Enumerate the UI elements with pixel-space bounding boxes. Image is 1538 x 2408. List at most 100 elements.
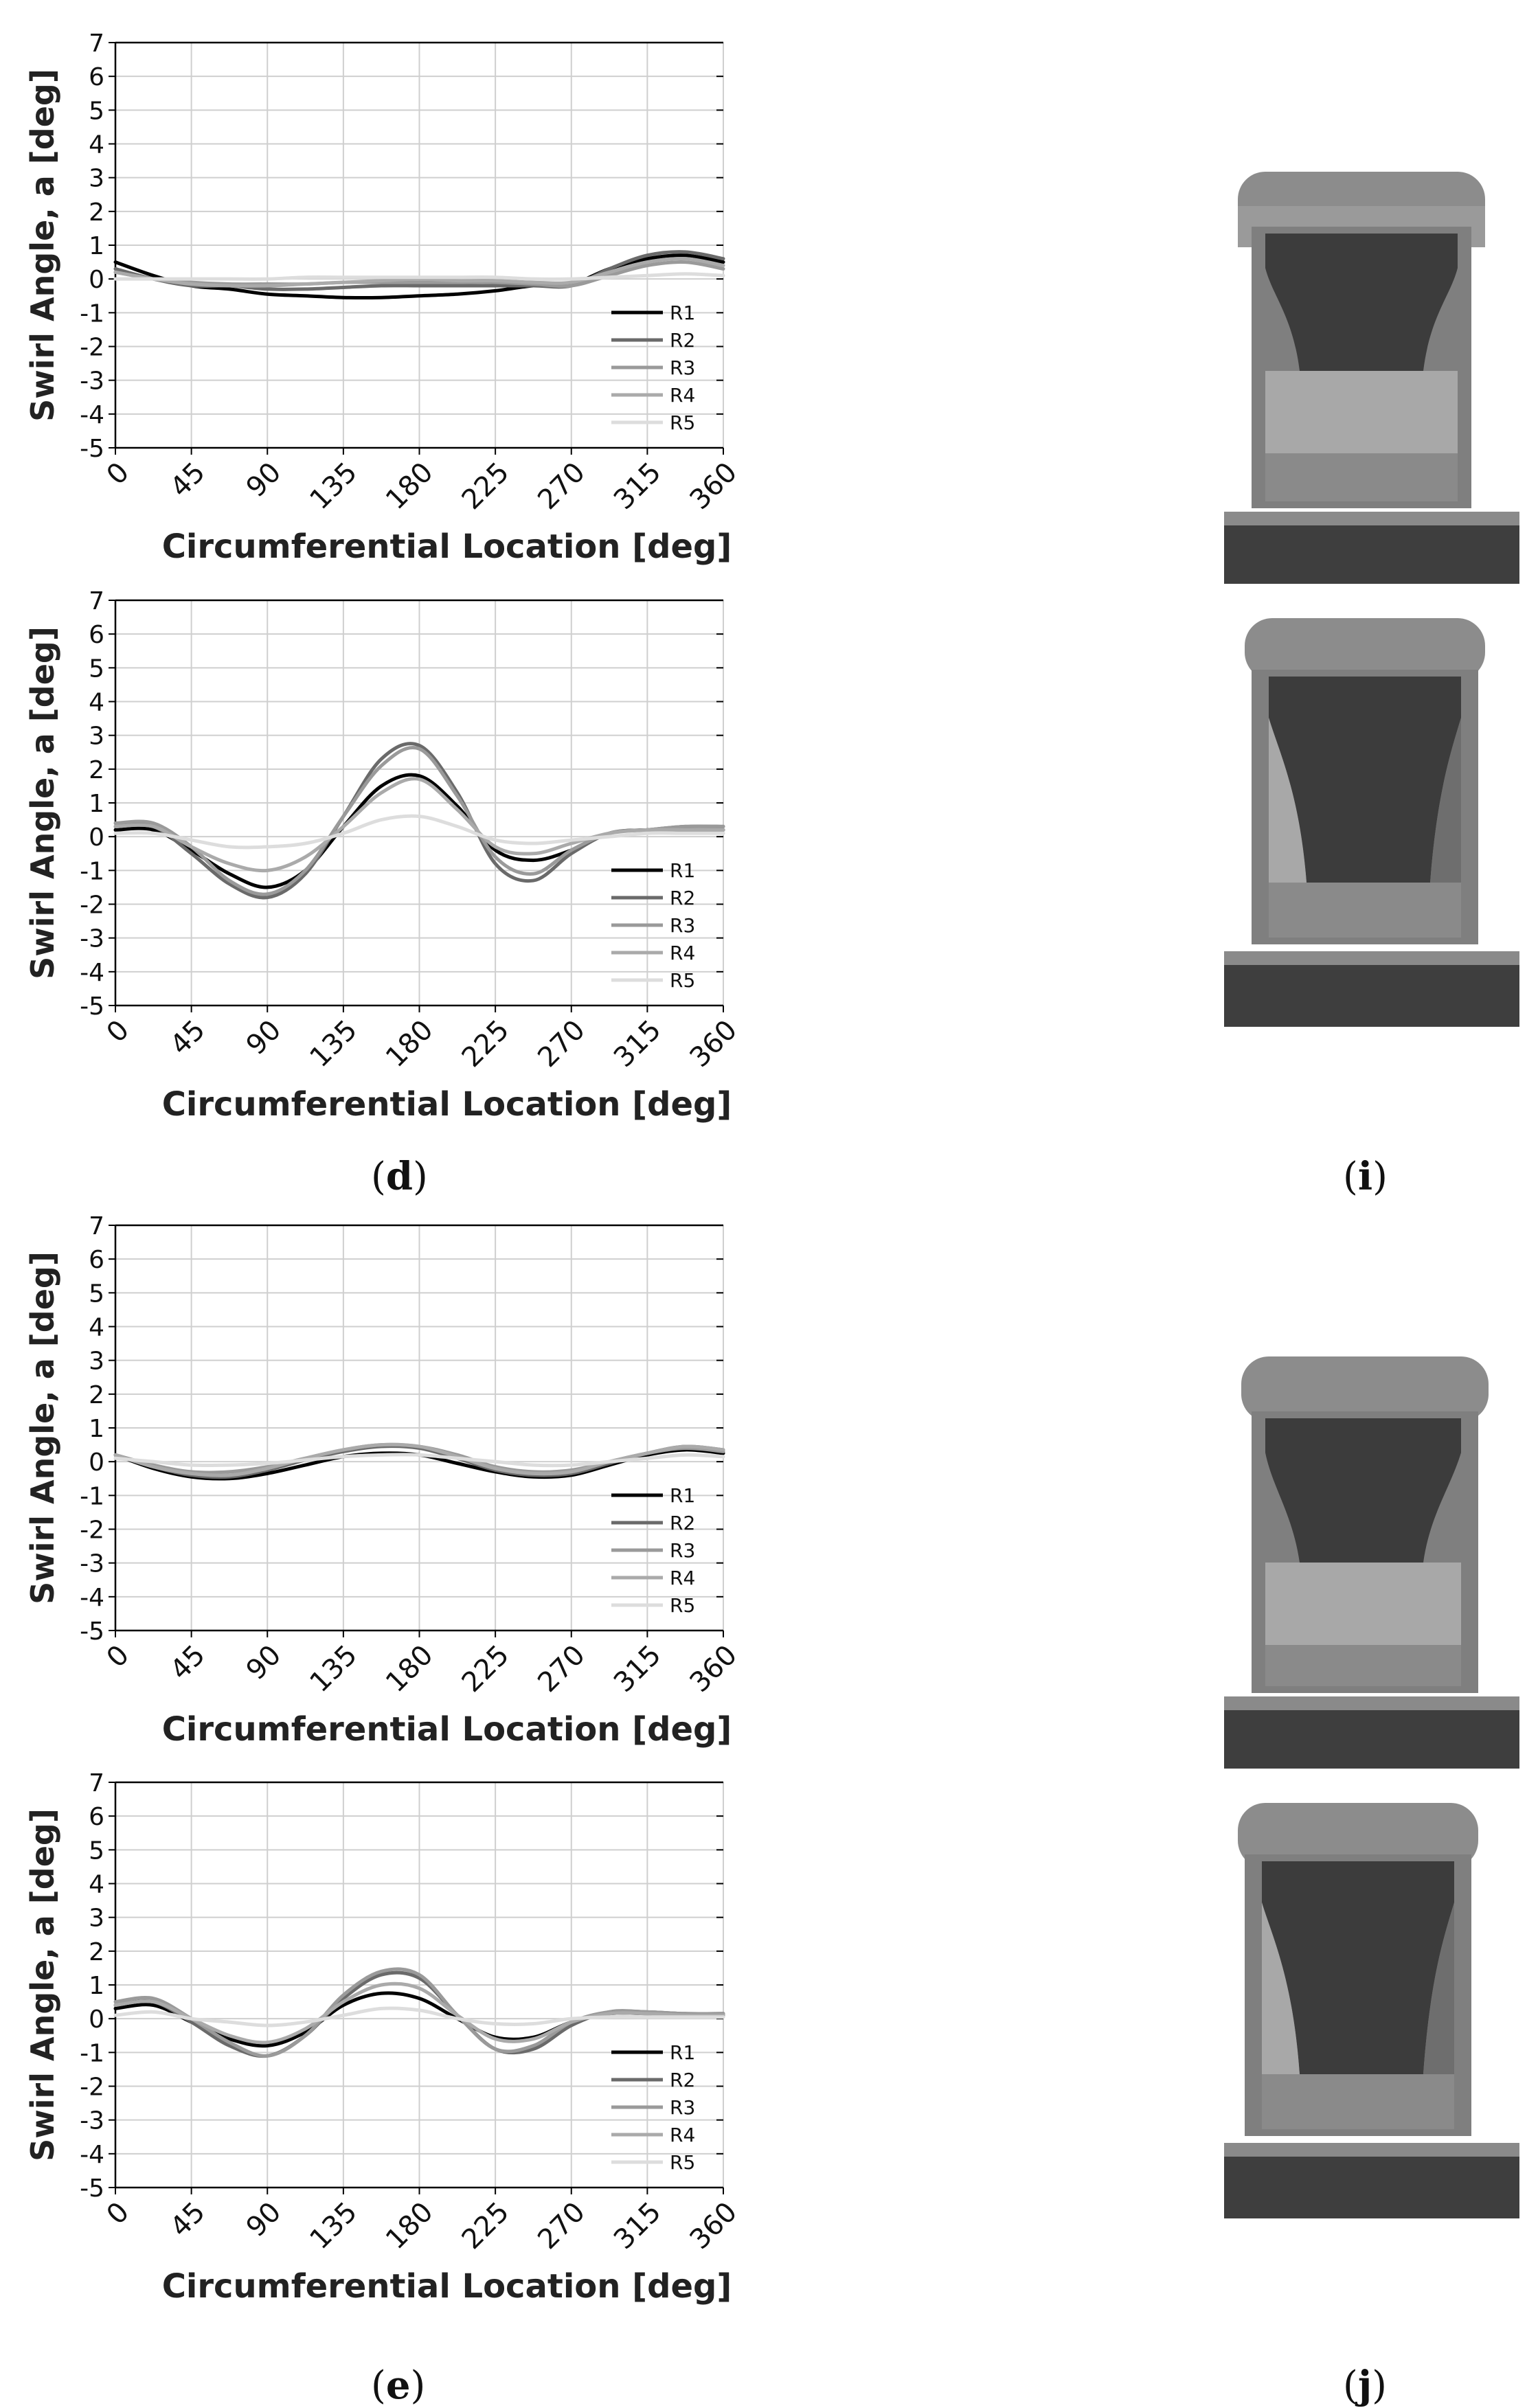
y-tick-label: 2 [89, 756, 104, 784]
y-tick-label: -5 [80, 2174, 104, 2203]
x-tick-label: 135 [304, 457, 363, 516]
legend-label-r3: R3 [670, 356, 695, 379]
x-tick-label: 0 [101, 1014, 136, 1049]
x-axis-label: Circumferential Location [deg] [162, 2267, 732, 2306]
y-tick-label: -4 [80, 2141, 104, 2169]
x-tick-label: 270 [532, 2196, 591, 2256]
legend-label-r1: R1 [670, 2041, 695, 2064]
x-tick-label: 225 [456, 457, 516, 516]
series-line-r3 [113, 1967, 725, 2058]
y-tick-label: -2 [80, 2074, 104, 2102]
y-axis-label: Swirl Angle, a [deg] [24, 69, 61, 422]
x-axis-label: Circumferential Location [deg] [162, 527, 732, 566]
render-image-3 [1224, 1356, 1519, 1769]
render-image-4 [1224, 1803, 1519, 2218]
x-tick-label: 0 [101, 2196, 136, 2231]
y-tick-label: -4 [80, 401, 104, 429]
x-tick-label: 225 [456, 1639, 516, 1699]
y-tick-label: 5 [89, 1280, 104, 1308]
x-tick-label: 180 [380, 457, 440, 516]
x-tick-label: 225 [456, 2196, 516, 2256]
legend-label-r2: R2 [670, 887, 695, 909]
y-tick-label: -1 [80, 1482, 104, 1510]
y-tick-label: 2 [89, 198, 104, 227]
x-tick-label: 315 [608, 1639, 668, 1699]
caption-i: (i) [1343, 1154, 1388, 1199]
x-tick-label: 315 [608, 457, 668, 516]
x-tick-label: 135 [304, 1014, 363, 1074]
series-line-r5 [113, 1453, 725, 1468]
legend-label-r1: R1 [670, 302, 695, 324]
x-tick-label: 180 [380, 1639, 440, 1699]
legend-label-r3: R3 [670, 914, 695, 937]
y-tick-label: 3 [89, 1905, 104, 1933]
y-tick-label: 0 [89, 266, 104, 294]
legend-label-r5: R5 [670, 411, 695, 434]
y-tick-label: 4 [89, 1314, 104, 1342]
y-axis-label: Swirl Angle, a [deg] [24, 1808, 61, 2161]
y-tick-label: 7 [89, 1212, 104, 1240]
legend-label-r3: R3 [670, 2096, 695, 2119]
y-tick-label: -3 [80, 925, 104, 953]
y-tick-label: 3 [89, 723, 104, 751]
legend-label-r2: R2 [670, 2069, 695, 2091]
x-axis-label: Circumferential Location [deg] [162, 1085, 732, 1124]
legend-label-r2: R2 [670, 1512, 695, 1534]
legend-label-r4: R4 [670, 384, 695, 407]
y-tick-label: 1 [89, 232, 104, 260]
x-tick-label: 315 [608, 2196, 668, 2256]
y-axis-label: Swirl Angle, a [deg] [24, 1251, 61, 1604]
x-tick-label: 0 [101, 457, 136, 492]
y-tick-label: 2 [89, 1381, 104, 1409]
x-tick-label: 360 [684, 1014, 744, 1074]
x-tick-label: 360 [684, 2196, 744, 2256]
y-tick-label: 6 [89, 1246, 104, 1274]
y-tick-label: -3 [80, 2107, 104, 2135]
x-tick-label: 180 [380, 2196, 440, 2256]
y-tick-label: -1 [80, 857, 104, 885]
legend-label-r5: R5 [670, 1594, 695, 1617]
render-image-1 [1224, 172, 1519, 584]
series-line-r4 [113, 777, 725, 873]
x-tick-label: 45 [164, 1014, 212, 1062]
y-tick-label: 5 [89, 97, 104, 125]
y-tick-label: -4 [80, 1584, 104, 1612]
series-line-r5 [113, 272, 725, 281]
caption-e: (e) [371, 2363, 426, 2408]
y-tick-label: 6 [89, 1803, 104, 1831]
y-tick-label: 0 [89, 824, 104, 852]
y-tick-label: 4 [89, 1871, 104, 1899]
x-tick-label: 270 [532, 457, 591, 516]
x-tick-label: 90 [240, 1639, 288, 1687]
y-tick-label: 6 [89, 621, 104, 649]
x-tick-label: 180 [380, 1014, 440, 1074]
x-tick-label: 0 [101, 1639, 136, 1674]
y-tick-label: 7 [89, 587, 104, 615]
y-tick-label: 3 [89, 165, 104, 193]
x-tick-label: 45 [164, 457, 212, 504]
x-tick-label: 360 [684, 457, 744, 516]
y-tick-label: 4 [89, 131, 104, 159]
series-line-r4 [113, 1981, 725, 2045]
y-tick-label: 4 [89, 689, 104, 717]
legend-label-r4: R4 [670, 942, 695, 964]
x-tick-label: 90 [240, 457, 288, 504]
series-line-r5 [113, 814, 725, 850]
y-axis-label: Swirl Angle, a [deg] [24, 626, 61, 979]
caption-j: (j) [1343, 2363, 1387, 2408]
y-tick-label: -2 [80, 1517, 104, 1545]
y-tick-label: 7 [89, 1769, 104, 1797]
caption-d: (d) [371, 1154, 428, 1199]
y-tick-label: -3 [80, 367, 104, 396]
y-tick-label: -5 [80, 992, 104, 1021]
legend-label-r5: R5 [670, 2151, 695, 2174]
y-tick-label: -3 [80, 1550, 104, 1578]
y-tick-label: -1 [80, 2039, 104, 2067]
legend-label-r3: R3 [670, 1539, 695, 1562]
y-tick-label: -4 [80, 959, 104, 987]
render-image-2 [1224, 618, 1519, 1027]
x-tick-label: 90 [240, 2196, 288, 2244]
